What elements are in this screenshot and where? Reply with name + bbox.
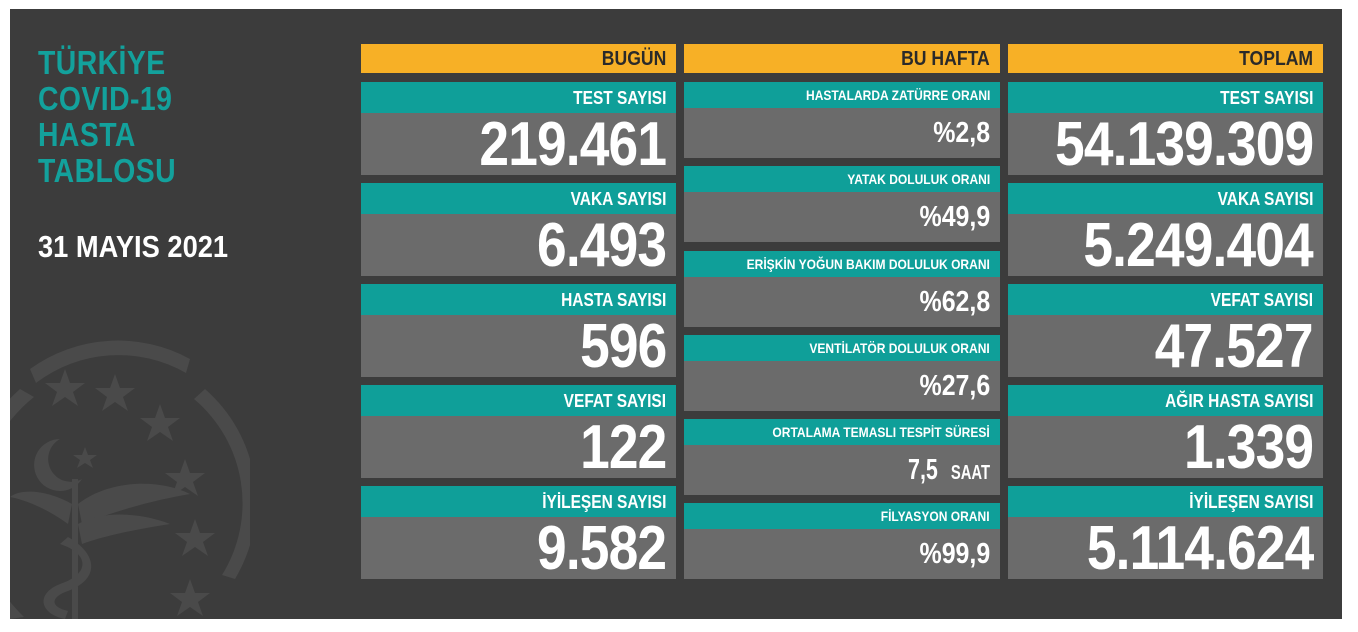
card-value: 7,5 SAAT (684, 445, 1000, 495)
card-value: 9.582 (361, 517, 676, 581)
ministry-emblem-icon (10, 340, 250, 619)
total-test-card: TEST SAYISI 54.139.309 (1008, 82, 1323, 177)
card-label: VEFAT SAYISI (1008, 284, 1323, 315)
week-ventilator-card: VENTİLATÖR DOLULUK ORANI %27,6 (684, 335, 1000, 411)
card-value: 219.461 (361, 113, 676, 177)
card-value: %49,9 (684, 192, 1000, 242)
card-value: 1.339 (1008, 416, 1323, 480)
card-value: %2,8 (684, 108, 1000, 158)
card-value: %27,6 (684, 361, 1000, 411)
card-label: TEST SAYISI (1008, 82, 1323, 113)
total-death-card: VEFAT SAYISI 47.527 (1008, 284, 1323, 379)
value-unit: SAAT (950, 462, 990, 484)
card-value: %99,9 (684, 529, 1000, 579)
week-bed-occupancy-card: YATAK DOLULUK ORANI %49,9 (684, 166, 1000, 242)
today-header: BUGÜN (361, 44, 676, 73)
today-death-card: VEFAT SAYISI 122 (361, 385, 676, 480)
card-label: İYİLEŞEN SAYISI (361, 486, 676, 517)
card-value: 5.114.624 (1008, 517, 1323, 581)
today-case-card: VAKA SAYISI 6.493 (361, 183, 676, 278)
today-recovered-card: İYİLEŞEN SAYISI 9.582 (361, 486, 676, 581)
card-label: VAKA SAYISI (361, 183, 676, 214)
title-line: TÜRKİYE (38, 44, 166, 81)
card-label: İYİLEŞEN SAYISI (1008, 486, 1323, 517)
card-label: VENTİLATÖR DOLULUK ORANI (684, 335, 1000, 361)
card-value: 54.139.309 (1008, 113, 1323, 177)
total-header: TOPLAM (1008, 44, 1323, 73)
week-header: BU HAFTA (684, 44, 1000, 73)
card-value: 122 (361, 416, 676, 480)
card-label: YATAK DOLULUK ORANI (684, 166, 1000, 192)
card-value: 6.493 (361, 214, 676, 278)
total-severe-card: AĞIR HASTA SAYISI 1.339 (1008, 385, 1323, 480)
dashboard-board: TÜRKİYE COVID-19 HASTA TABLOSU 31 MAYIS … (10, 9, 1342, 619)
report-date: 31 MAYIS 2021 (38, 229, 229, 264)
card-label: VEFAT SAYISI (361, 385, 676, 416)
today-column: BUGÜN TEST SAYISI 219.461 VAKA SAYISI 6.… (361, 44, 676, 584)
card-value: %62,8 (684, 277, 1000, 327)
card-label: HASTALARDA ZATÜRRE ORANI (684, 82, 1000, 108)
page-title: TÜRKİYE COVID-19 HASTA TABLOSU (38, 45, 176, 189)
total-column: TOPLAM TEST SAYISI 54.139.309 VAKA SAYIS… (1008, 44, 1323, 584)
week-filiation-card: FİLYASYON ORANI %99,9 (684, 503, 1000, 579)
title-line: HASTA (38, 116, 136, 153)
week-column: BU HAFTA HASTALARDA ZATÜRRE ORANI %2,8 Y… (684, 44, 1000, 584)
card-label: FİLYASYON ORANI (684, 503, 1000, 529)
week-pneumonia-card: HASTALARDA ZATÜRRE ORANI %2,8 (684, 82, 1000, 158)
value-number: 7,5 (907, 454, 938, 486)
card-label: AĞIR HASTA SAYISI (1008, 385, 1323, 416)
today-test-card: TEST SAYISI 219.461 (361, 82, 676, 177)
card-label: HASTA SAYISI (361, 284, 676, 315)
total-recovered-card: İYİLEŞEN SAYISI 5.114.624 (1008, 486, 1323, 581)
card-value: 47.527 (1008, 315, 1323, 379)
card-label: ORTALAMA TEMASLI TESPİT SÜRESİ (684, 419, 1000, 445)
today-patient-card: HASTA SAYISI 596 (361, 284, 676, 379)
week-icu-occupancy-card: ERİŞKİN YOĞUN BAKIM DOLULUK ORANI %62,8 (684, 251, 1000, 327)
card-label: VAKA SAYISI (1008, 183, 1323, 214)
card-value: 5.249.404 (1008, 214, 1323, 278)
total-case-card: VAKA SAYISI 5.249.404 (1008, 183, 1323, 278)
week-contact-tracing-card: ORTALAMA TEMASLI TESPİT SÜRESİ 7,5 SAAT (684, 419, 1000, 495)
title-line: COVID-19 (38, 80, 173, 117)
card-label: ERİŞKİN YOĞUN BAKIM DOLULUK ORANI (684, 251, 1000, 277)
title-line: TABLOSU (38, 152, 177, 189)
card-label: TEST SAYISI (361, 82, 676, 113)
card-value: 596 (361, 315, 676, 379)
